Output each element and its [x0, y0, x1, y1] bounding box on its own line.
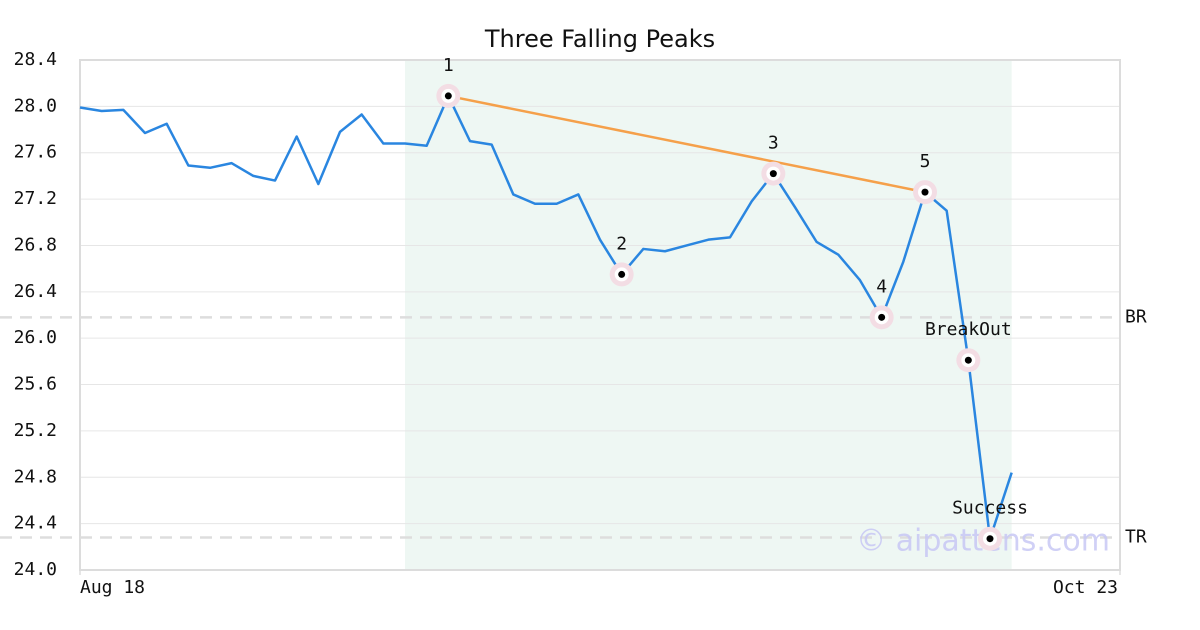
y-tick-label: 24.4	[14, 513, 57, 534]
y-tick-label: 27.2	[14, 188, 57, 209]
annotation-label: 4	[876, 276, 887, 297]
point-dot	[878, 313, 886, 321]
annotation-label: BreakOut	[925, 319, 1012, 340]
highlight-region	[405, 60, 1012, 570]
point-dot	[444, 92, 452, 100]
point-dot	[618, 270, 626, 278]
chart-title: Three Falling Peaks	[484, 25, 715, 53]
annotation-label: 1	[443, 55, 454, 76]
y-tick-label: 28.0	[14, 95, 57, 116]
y-tick-label: 25.6	[14, 374, 57, 395]
reference-label: BR	[1125, 306, 1147, 327]
trendline	[448, 94, 926, 194]
point-dot	[769, 170, 777, 178]
y-tick-label: 27.6	[14, 142, 57, 163]
x-tick-label: Oct 23	[1053, 577, 1118, 598]
annotation-label: 2	[616, 233, 627, 254]
y-tick-label: 24.8	[14, 466, 57, 487]
point-dot	[986, 535, 994, 543]
point-dot	[964, 356, 972, 364]
plot-frame	[79, 59, 1121, 571]
price-line	[79, 94, 1013, 540]
annotation-label: 5	[920, 151, 931, 172]
annotation-label: 3	[768, 133, 779, 154]
reference-label: TR	[1125, 527, 1147, 548]
x-tick-label: Aug 18	[80, 577, 145, 598]
y-tick-label: 28.4	[14, 49, 57, 70]
point-dot	[921, 188, 929, 196]
y-tick-label: 26.0	[14, 327, 57, 348]
y-tick-label: 26.8	[14, 234, 57, 255]
annotation-label: Success	[952, 498, 1028, 519]
y-tick-label: 24.0	[14, 559, 57, 580]
y-tick-label: 26.4	[14, 281, 57, 302]
y-tick-label: 25.2	[14, 420, 57, 441]
